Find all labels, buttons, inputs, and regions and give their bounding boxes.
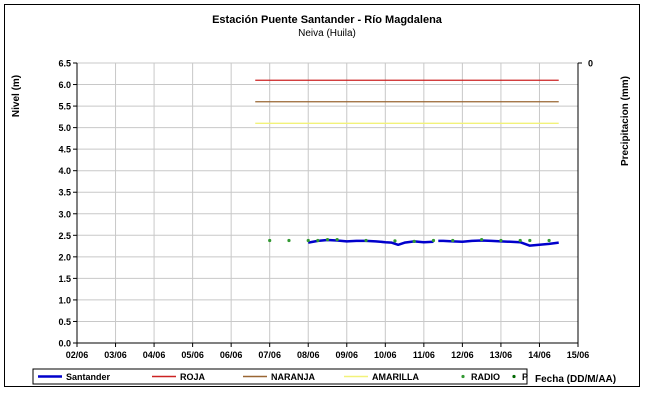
- chart-title: Estación Puente Santander - Río Magdalen…: [212, 14, 443, 26]
- data-point-radio: [287, 238, 291, 243]
- y-tick-label: 0.5: [58, 317, 71, 327]
- y-tick-label: 4.0: [58, 166, 71, 176]
- axes: 0.0 0.5 1.0 1.5 2.0 2.5 3.0 3.5 4.0 4.5 5.0 5.5 6.0 6…: [58, 59, 593, 361]
- data-point-radio: [480, 238, 484, 242]
- gridlines: [77, 62, 579, 343]
- y-tick-label: 4.5: [58, 145, 71, 155]
- data-point-radio: [268, 238, 272, 243]
- legend-label-p: P: [522, 372, 528, 382]
- x-tick-label: 03/06: [104, 350, 127, 360]
- x-tick-label: 04/06: [143, 350, 166, 360]
- data-point-radio: [518, 238, 522, 243]
- x-tick-label: 07/06: [258, 350, 281, 360]
- y-tick-label: 6.0: [58, 80, 71, 90]
- x-tick-label: 15/06: [567, 350, 590, 360]
- y-tick-label: 6.5: [58, 59, 71, 69]
- x-tick-label: 14/06: [528, 350, 551, 360]
- data-point-radio: [499, 238, 503, 243]
- legend: Santander ROJA NARANJA AMARILLA RADIO P: [32, 368, 528, 385]
- data-point-radio: [431, 238, 436, 243]
- chart-frame: Estación Puente Santander - Río Magdalen…: [4, 4, 640, 387]
- data-point-radio: [316, 238, 320, 243]
- y-axis-label: Nivel (m): [11, 75, 22, 117]
- x-tick-label: 09/06: [336, 350, 359, 360]
- legend-swatch-p: [512, 374, 516, 379]
- legend-box: [32, 368, 528, 385]
- y-tick-label: 2.5: [58, 231, 71, 241]
- data-point-radio: [412, 239, 416, 243]
- y2-axis-label: Precipitacion (mm): [620, 76, 631, 166]
- y-tick-label: 5.0: [58, 123, 71, 133]
- x-tick-label: 12/06: [451, 350, 474, 360]
- data-point-radio: [306, 238, 310, 243]
- x-axis-label: Fecha (DD/M/AA): [535, 374, 616, 385]
- x-tick-label: 05/06: [181, 350, 204, 360]
- data-point-radio: [335, 238, 339, 242]
- data-point-radio: [451, 238, 455, 243]
- y-tick-label: 0.0: [58, 339, 71, 349]
- legend-label-naranja: NARANJA: [271, 372, 316, 382]
- data-point-radio: [528, 238, 532, 243]
- legend-label-santander: Santander: [66, 372, 111, 382]
- x-tick-label: 06/06: [220, 350, 243, 360]
- legend-swatch-radio: [461, 374, 465, 379]
- y-tick-label: 1.0: [58, 295, 71, 305]
- threshold-lines: [255, 79, 559, 124]
- series-line-santander-1: [438, 239, 559, 247]
- data-point-radio: [364, 238, 368, 243]
- y-tick-label: 3.5: [58, 188, 71, 198]
- x-tick-label: 08/06: [297, 350, 320, 360]
- data-point-radio: [325, 238, 330, 242]
- y-tick-label: 5.5: [58, 102, 71, 112]
- x-tick-label: 10/06: [374, 350, 397, 360]
- data-series: [268, 238, 559, 247]
- series-line-santander-0: [308, 238, 434, 247]
- y-tick-label: 1.5: [58, 274, 71, 284]
- x-tick-label: 11/06: [413, 350, 435, 360]
- legend-label-amarilla: AMARILLA: [372, 372, 419, 382]
- x-tick-label: 02/06: [66, 350, 89, 360]
- legend-label-radio: RADIO: [471, 372, 500, 382]
- legend-label-roja: ROJA: [180, 372, 206, 382]
- chart-svg: Estación Puente Santander - Río Magdalen…: [11, 14, 631, 385]
- y-tick-label: 2.0: [58, 252, 71, 262]
- y-tick-label: 3.0: [58, 209, 71, 219]
- y2-tick-label: 0: [588, 59, 593, 69]
- x-tick-label: 13/06: [490, 350, 513, 360]
- chart-subtitle: Neiva (Huila): [298, 28, 356, 39]
- data-point-radio: [393, 239, 397, 243]
- data-point-radio: [547, 238, 551, 243]
